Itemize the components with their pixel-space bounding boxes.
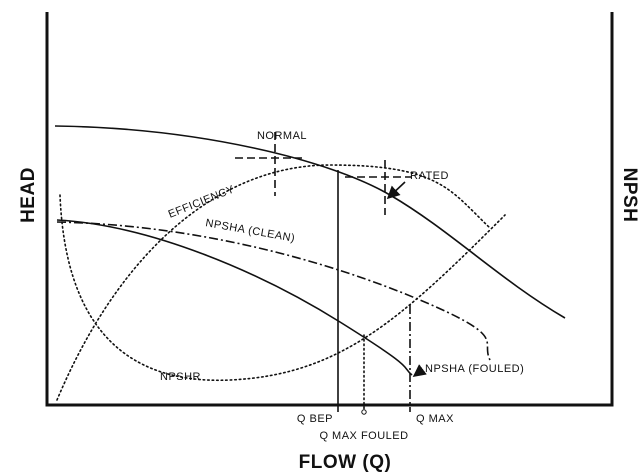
- fouled-arrow: [412, 364, 427, 377]
- rated-arrow: [386, 181, 406, 200]
- efficiency-curve: [56, 164, 491, 401]
- q-bep-label: Q BEP: [297, 413, 333, 425]
- normal-label: NORMAL: [257, 130, 307, 142]
- x-axis-label: FLOW (Q): [299, 452, 392, 473]
- npsha-fouled-curve: [56, 219, 413, 376]
- q-max-label: Q MAX: [416, 413, 454, 425]
- head-curve: [54, 125, 566, 319]
- q-max-fouled-marker: [361, 409, 367, 415]
- npsha-fouled-label: NPSHA (FOULED): [425, 363, 524, 375]
- npshr-curve: [59, 194, 506, 381]
- axes-frame: [45, 12, 614, 407]
- efficiency-label: EFFICIENCY: [167, 183, 237, 221]
- npshr-label: NPSHR: [160, 371, 201, 383]
- q-max-fouled-label: Q MAX FOULED: [319, 430, 408, 442]
- npsha-clean-curve: [56, 221, 491, 361]
- npsha-clean-label: NPSHA (CLEAN): [204, 217, 296, 245]
- y-axis-label: HEAD: [18, 167, 39, 223]
- y2-axis-label: NPSH: [619, 168, 640, 223]
- rated-label: RATED: [410, 170, 449, 182]
